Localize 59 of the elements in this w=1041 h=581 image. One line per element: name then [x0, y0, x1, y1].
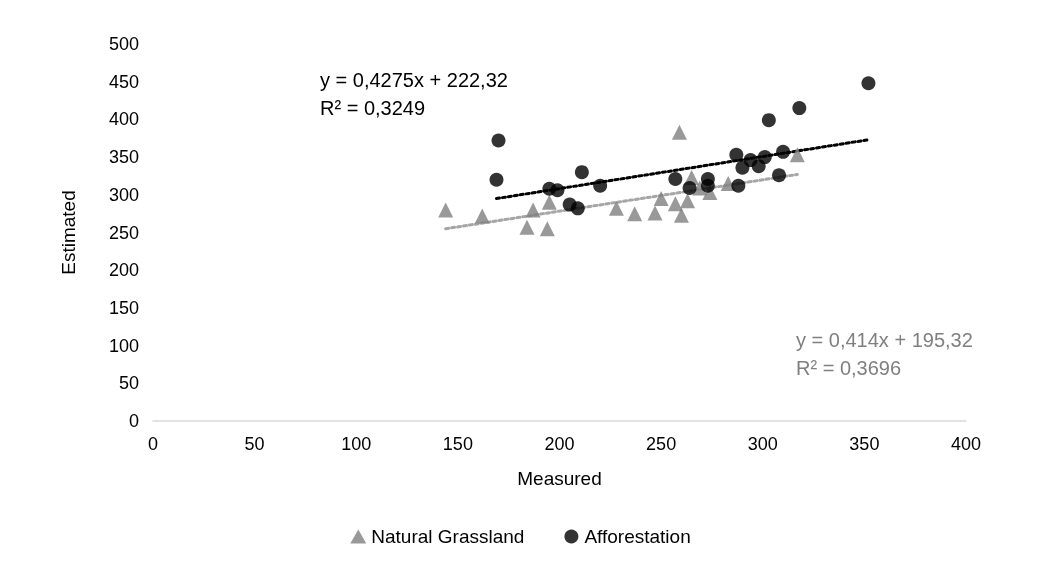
y-tick-label: 150 [108, 297, 139, 318]
point [861, 76, 876, 91]
y-tick-label: 100 [108, 335, 139, 356]
y-tick-label: 300 [108, 184, 139, 205]
annotation: y = 0,4275x + 222,32 [320, 69, 508, 91]
x-tick-label: 300 [747, 434, 778, 454]
y-tick-label: 0 [128, 411, 139, 431]
legend-label: Afforestation [584, 526, 691, 547]
point [574, 165, 589, 180]
annotation: y = 0,414x + 195,32 [796, 329, 973, 351]
x-tick-label: 100 [341, 434, 372, 454]
point [489, 172, 504, 187]
point [731, 178, 746, 193]
x-tick-label: 250 [646, 434, 677, 454]
point [761, 113, 776, 128]
x-tick-label: 200 [544, 434, 575, 454]
point [519, 219, 535, 235]
point [570, 201, 585, 216]
point [541, 194, 557, 210]
x-tick-label: 0 [147, 434, 159, 454]
point [671, 124, 687, 140]
annotation: R² = 0,3249 [320, 97, 426, 119]
point [525, 202, 541, 218]
point [772, 168, 787, 183]
point [627, 206, 643, 222]
point [673, 207, 689, 223]
y-tick-label: 50 [118, 373, 139, 394]
point [438, 202, 454, 218]
point [680, 193, 696, 209]
y-tick-label: 350 [108, 147, 139, 168]
y-tick-label: 500 [108, 34, 139, 54]
point [789, 147, 805, 163]
point [682, 181, 697, 196]
point [792, 101, 807, 116]
x-tick-label: 350 [849, 434, 880, 454]
point [700, 178, 715, 193]
x-tick-label: 400 [950, 434, 982, 454]
y-tick-label: 200 [108, 260, 139, 281]
y-tick-label: 400 [108, 109, 139, 130]
point [608, 200, 624, 216]
point [491, 133, 506, 148]
x-tick-label: 50 [244, 434, 265, 454]
point [647, 205, 663, 221]
point [668, 171, 683, 186]
y-tick-label: 250 [108, 222, 139, 243]
annotation: R² = 0,3696 [796, 357, 902, 379]
x-axis-title: Measured [517, 468, 602, 489]
point [550, 183, 565, 198]
point [539, 221, 555, 237]
point [593, 178, 608, 193]
x-tick-label: 150 [442, 434, 473, 454]
point [653, 191, 669, 207]
point [729, 147, 744, 162]
point [474, 208, 490, 224]
legend-label: Natural Grassland [371, 526, 525, 547]
y-axis-title: Estimated [58, 190, 79, 275]
y-tick-label: 450 [108, 71, 139, 92]
point [776, 144, 791, 159]
point [757, 150, 772, 165]
